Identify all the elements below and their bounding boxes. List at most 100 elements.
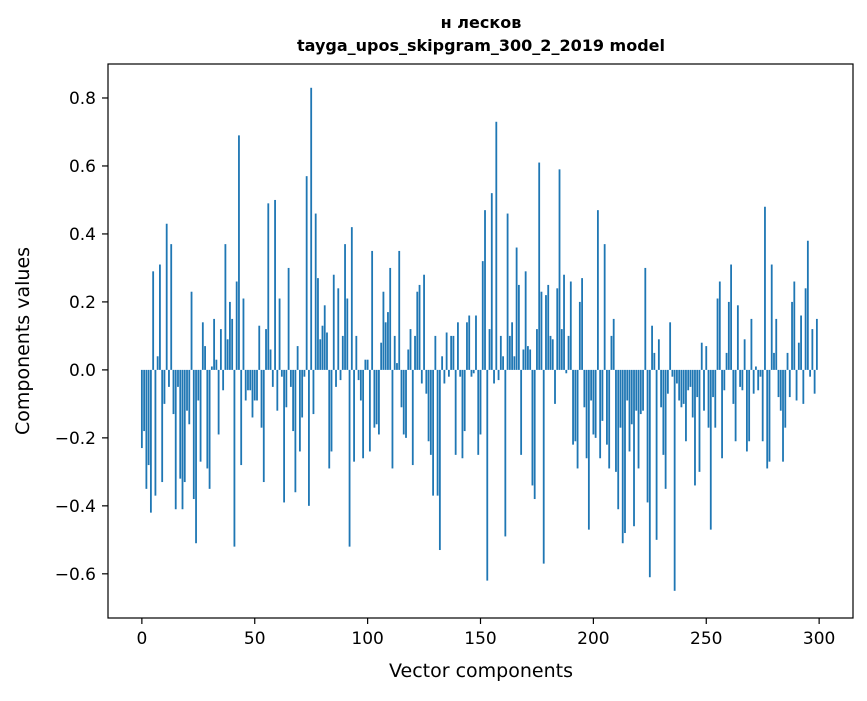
bar [761,369,764,442]
bar [545,295,547,370]
bar [709,369,712,530]
bar [443,369,446,384]
bar [434,335,437,370]
bar [678,369,681,401]
bar [596,210,599,370]
bar [294,369,297,493]
bar [152,271,155,370]
bar [621,369,624,544]
bar [418,284,421,370]
bar [635,369,638,411]
bar [743,339,746,370]
bar [341,335,344,370]
bar [705,346,708,370]
bar [337,288,340,370]
bar [599,369,602,459]
bar [797,342,800,370]
bar [551,339,554,370]
bar [314,213,317,370]
bar [554,369,556,404]
bar [727,301,730,370]
bar [513,356,516,370]
bar [414,335,416,370]
bar [612,318,615,370]
bar [524,271,527,370]
bar [427,369,430,442]
bar [481,261,484,370]
bar [624,369,626,534]
bar [592,369,595,435]
bar [644,267,647,370]
bar [366,359,369,370]
x-tick-label: 50 [244,629,266,649]
bar [558,169,561,370]
bar [344,244,346,370]
bar [429,369,432,455]
bar [466,322,468,370]
bar [734,369,737,442]
bar [815,318,818,370]
bar [642,369,644,411]
bar [188,369,191,425]
bar [319,339,322,370]
bar [585,369,588,459]
bar [317,278,319,370]
bar [741,369,744,391]
bar [788,369,791,398]
bar [362,369,365,459]
bar [517,284,520,370]
bar [766,369,769,469]
bar [364,359,367,370]
bar [685,369,687,442]
bar [750,318,753,370]
bar [786,352,789,370]
bar [594,369,597,438]
bar [177,369,179,387]
bar [732,369,735,404]
bar [423,274,425,370]
bar [328,369,331,469]
bar [436,369,439,496]
bar [578,301,581,370]
x-tick-label: 200 [577,629,609,649]
bar [382,291,385,370]
bar [165,223,168,370]
bar [156,356,159,370]
bar [219,329,222,370]
bar [195,369,197,544]
bar [197,369,200,401]
bar [567,335,570,370]
bar [617,369,620,510]
bar [271,369,274,387]
bar [606,369,608,445]
bar [463,369,466,432]
bar [653,352,656,370]
bar [793,281,796,370]
bar [240,369,243,466]
bar [601,369,604,421]
bar [721,369,723,459]
bar [556,288,559,370]
bar [400,369,403,408]
bar [714,369,717,428]
bar [782,369,784,462]
bar [484,210,486,370]
y-axis-label: Components values [12,247,34,435]
bar [459,369,462,377]
bar [186,369,188,411]
bar [662,369,665,455]
bar [208,369,211,489]
bar-series [140,87,818,591]
bar [486,369,489,581]
bar [339,369,342,381]
bar [655,369,658,540]
bar [213,318,216,370]
bar [416,291,419,370]
bar [497,369,500,381]
chart-subtitle: tayga_upos_skipgram_300_2_2019 model [297,36,665,55]
bar [565,369,568,374]
bar [210,366,213,370]
bar [402,369,405,435]
bar [380,342,383,370]
bar [583,369,586,408]
